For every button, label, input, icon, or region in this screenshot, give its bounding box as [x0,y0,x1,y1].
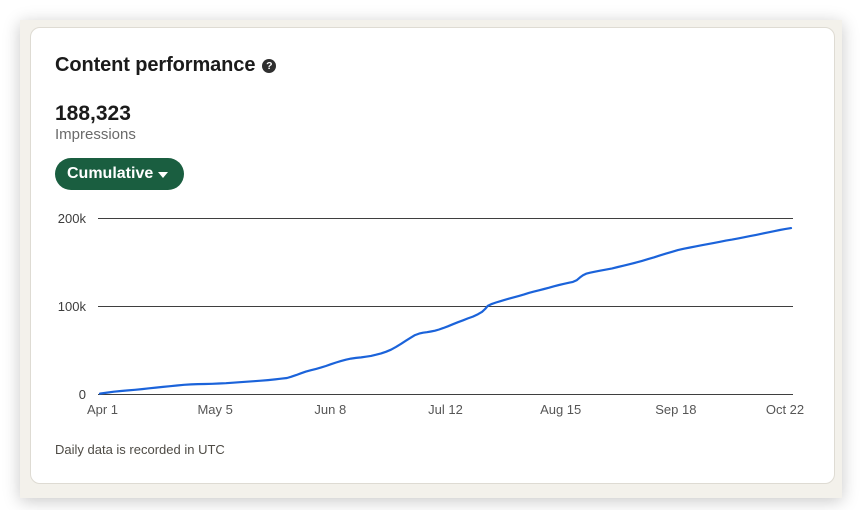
x-axis-tick-label: Jun 8 [314,402,346,417]
cumulative-dropdown[interactable]: Cumulative [55,158,185,190]
x-axis-tick-label: Aug 15 [540,402,581,417]
cumulative-dropdown-label: Cumulative [67,165,154,182]
content-performance-card: Content performance ? 188,323 Impression… [30,27,835,484]
chart-footnote: Daily data is recorded in UTC [55,442,225,457]
card-header: Content performance ? [55,53,277,77]
impressions-line [98,227,793,395]
caret-down-icon [158,172,169,178]
impressions-chart: 0 100k 200k Apr 1 May 5 Jun 8 Jul 12 Aug 15 Sep … [58,211,804,417]
impressions-count: 188,323 [55,102,131,125]
impressions-label: Impressions [55,126,136,143]
page-background: Content performance ? 188,323 Impression… [20,20,842,498]
x-axis-tick-label: Sep 18 [655,402,696,417]
help-icon[interactable]: ? [262,59,277,73]
y-axis-tick-label: 200k [58,211,87,226]
x-axis-tick-label: Jul 12 [428,402,463,417]
y-axis-tick-label: 0 [79,387,86,402]
x-axis-tick-label: May 5 [197,402,232,417]
card-title: Content performance [55,53,256,76]
x-axis-tick-label: Oct 22 [766,402,804,417]
x-axis-tick-label: Apr 1 [87,402,118,417]
y-axis-tick-label: 100k [58,299,87,314]
